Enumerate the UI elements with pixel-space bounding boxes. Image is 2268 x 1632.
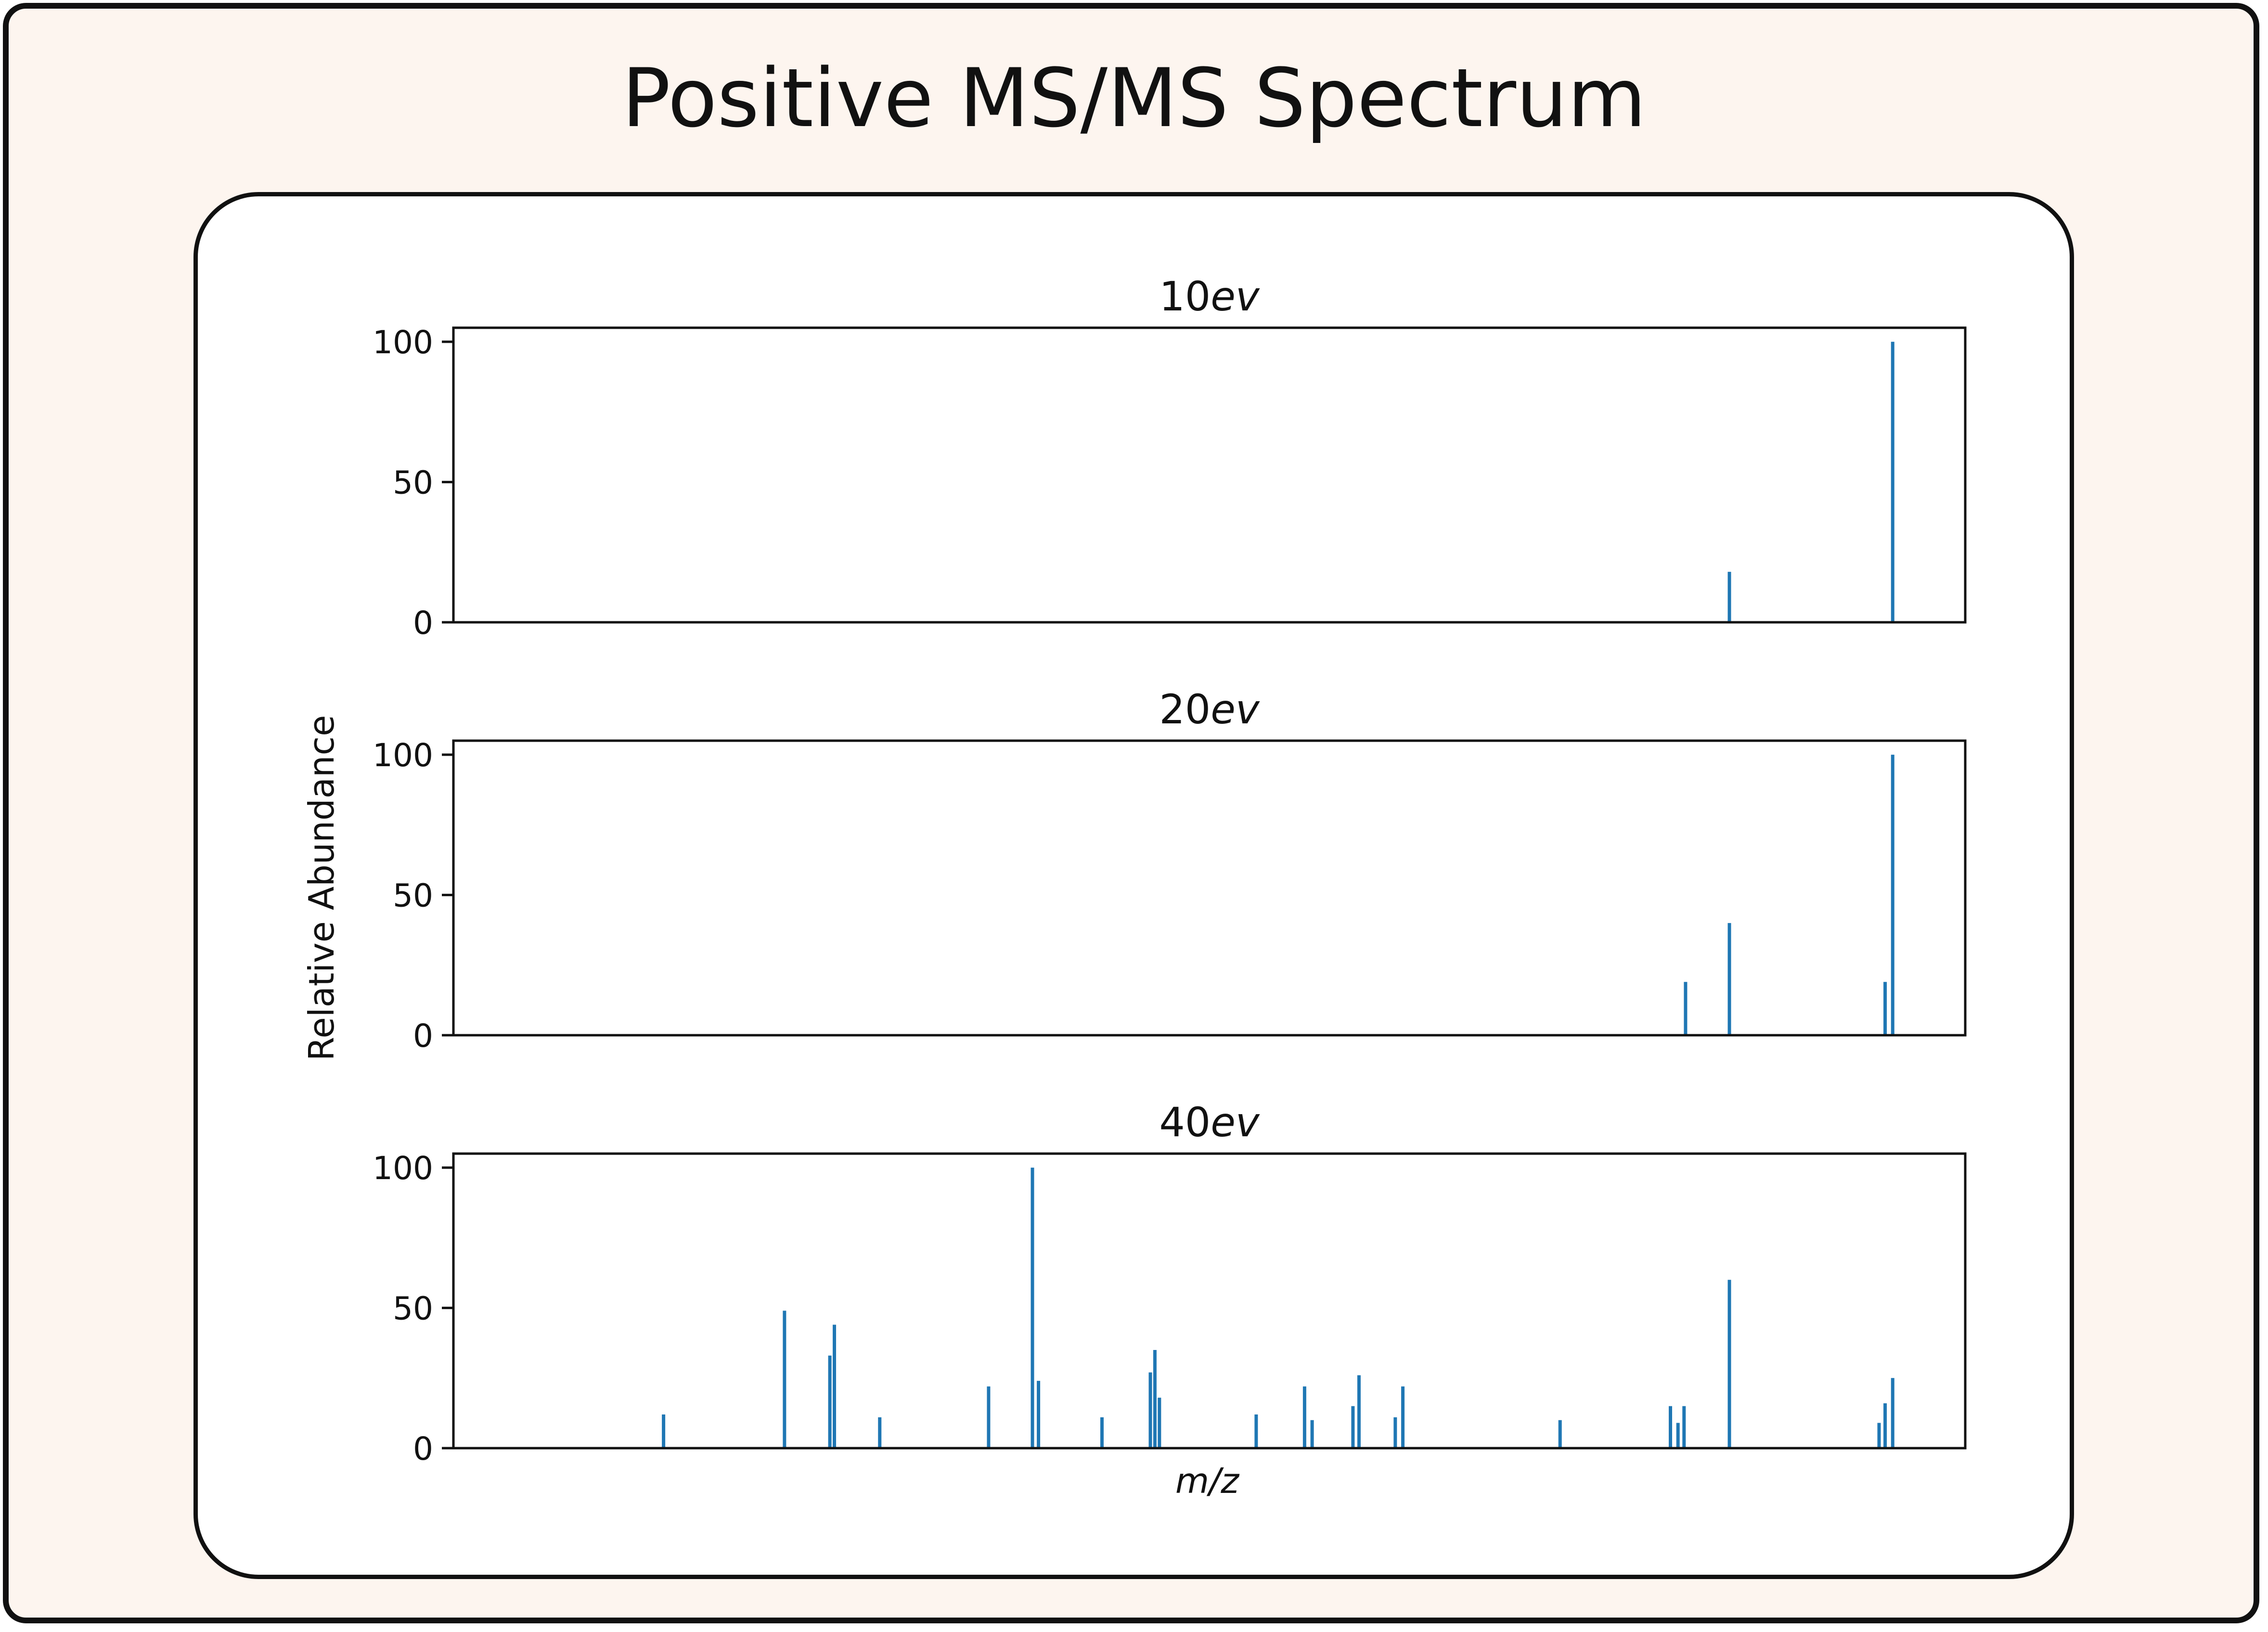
page-title: Positive MS/MS Spectrum: [621, 51, 1647, 145]
panel-title: 10ev: [1159, 273, 1260, 320]
y-tick-label: 50: [393, 464, 433, 501]
spectrum-panel-2: 20ev 0 50 100: [373, 686, 1967, 1054]
y-tick-label: 0: [413, 1430, 433, 1467]
panel-title-unit: ev: [1211, 273, 1260, 320]
y-tick-label: 0: [413, 604, 433, 642]
plot-frame: [452, 1152, 1967, 1450]
y-tick-label: 50: [393, 1290, 433, 1327]
y-tick-label: 100: [373, 1150, 433, 1187]
spectrum-panel-3: 40ev 0 50 100: [373, 1099, 1967, 1467]
panel-title-energy: 20: [1159, 686, 1211, 733]
spectrum-panel-1: 10ev 0 50 100: [373, 273, 1967, 642]
y-tick-label: 0: [413, 1017, 433, 1054]
y-axis-label: Relative Abundance: [301, 715, 342, 1061]
chart-card: [193, 192, 2074, 1579]
panel-title: 20ev: [1159, 686, 1260, 733]
panel-title-energy: 10: [1159, 273, 1211, 320]
x-axis-label: m/z: [1175, 1461, 1240, 1501]
y-tick-label: 50: [393, 877, 433, 914]
plot-frame: [452, 739, 1967, 1037]
plot-frame: [452, 326, 1967, 624]
panel-title-energy: 40: [1159, 1099, 1211, 1146]
panel-title: 40ev: [1159, 1099, 1260, 1146]
panel-title-unit: ev: [1211, 1099, 1260, 1146]
y-tick-label: 100: [373, 737, 433, 774]
panel-title-unit: ev: [1211, 686, 1260, 733]
y-tick-label: 100: [373, 324, 433, 361]
